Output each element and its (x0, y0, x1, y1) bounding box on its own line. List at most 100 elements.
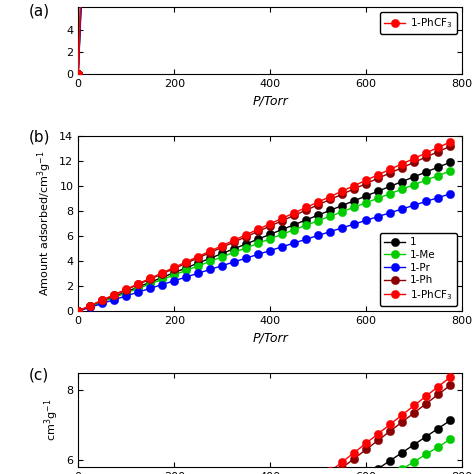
Line: 1-Ph: 1-Ph (74, 142, 454, 315)
1-PhCF$_3$ (87, 303, 93, 309)
1-Ph (435, 149, 441, 155)
1-Me (423, 177, 429, 183)
1 (423, 169, 429, 175)
1 (339, 203, 345, 209)
1 (171, 270, 177, 275)
1-Ph (411, 159, 417, 165)
1 (195, 260, 201, 266)
1-Ph (315, 202, 321, 208)
1-Pr (267, 248, 273, 254)
1-Ph (328, 197, 333, 202)
1-Ph (159, 271, 165, 277)
1 (159, 274, 165, 280)
1-Ph (171, 266, 177, 272)
1-Me (100, 299, 105, 305)
1-Pr (231, 259, 237, 264)
1-Pr (399, 206, 405, 212)
1-PhCF$_3$ (328, 194, 333, 200)
1 (136, 284, 141, 290)
1 (87, 303, 93, 309)
1-Me (87, 304, 93, 310)
1-Ph (111, 292, 117, 298)
1-Me (219, 254, 225, 260)
1-Pr (123, 293, 129, 299)
1 (315, 212, 321, 218)
1 (411, 174, 417, 180)
1-Ph (231, 239, 237, 245)
1-PhCF$_3$ (123, 286, 129, 292)
1-Ph (447, 144, 453, 149)
1-Me (243, 245, 249, 251)
1-Pr (75, 308, 81, 314)
1-Ph (363, 181, 369, 186)
Line: 1-Me: 1-Me (74, 167, 454, 315)
1-Me (195, 263, 201, 269)
1-Pr (435, 195, 441, 201)
1-PhCF$_3$ (183, 259, 189, 265)
1-Ph (207, 250, 213, 255)
1-Pr (292, 240, 297, 246)
1-PhCF$_3$ (207, 248, 213, 254)
1-PhCF$_3$ (303, 205, 309, 210)
1-Pr (279, 244, 285, 250)
1-Pr (111, 297, 117, 302)
1-Pr (219, 263, 225, 268)
1-Me (292, 227, 297, 233)
1-Pr (87, 304, 93, 310)
1-Pr (411, 202, 417, 208)
1-PhCF$_3$ (100, 297, 105, 303)
1-PhCF$_3$ (411, 155, 417, 161)
1 (363, 193, 369, 199)
1 (447, 160, 453, 165)
1 (123, 289, 129, 295)
1-Me (207, 258, 213, 264)
1-Ph (279, 218, 285, 224)
1 (279, 227, 285, 232)
1 (255, 236, 261, 242)
1 (328, 208, 333, 213)
1-PhCF$_3$ (399, 161, 405, 167)
1-Me (387, 191, 393, 197)
1-PhCF$_3$ (231, 237, 237, 243)
1-Ph (100, 298, 105, 303)
1-Pr (243, 255, 249, 261)
1-Me (399, 186, 405, 192)
1-Me (147, 281, 153, 287)
1-Ph (147, 276, 153, 282)
1 (351, 198, 357, 203)
1-Ph (292, 212, 297, 218)
1-PhCF$_3$ (147, 275, 153, 281)
1-Pr (195, 270, 201, 276)
X-axis label: P/Torr: P/Torr (252, 331, 288, 345)
1-PhCF$_3$ (111, 292, 117, 298)
1-Ph (87, 303, 93, 309)
1 (231, 246, 237, 252)
1-Pr (387, 210, 393, 216)
1-Me (363, 200, 369, 206)
1-Ph (351, 186, 357, 191)
1 (387, 183, 393, 189)
Text: (c): (c) (28, 368, 48, 383)
1-Me (411, 182, 417, 187)
1-Ph (243, 234, 249, 239)
1-PhCF$_3$ (363, 177, 369, 183)
1-Me (159, 276, 165, 282)
1-Pr (183, 274, 189, 280)
1-Pr (423, 199, 429, 204)
1-Ph (255, 228, 261, 234)
Text: (a): (a) (28, 4, 49, 19)
1 (435, 164, 441, 170)
1-Ph (136, 282, 141, 287)
1-Pr (328, 229, 333, 235)
1-Me (447, 168, 453, 174)
1-Ph (75, 308, 81, 314)
1-PhCF$_3$ (375, 172, 381, 178)
1 (75, 308, 81, 314)
1-Ph (123, 287, 129, 292)
Line: 1-Pr: 1-Pr (74, 190, 454, 315)
1-Ph (267, 223, 273, 229)
1-Me (255, 240, 261, 246)
1 (147, 279, 153, 285)
1-PhCF$_3$ (279, 216, 285, 221)
Y-axis label: Amount adsorbed/cm$^3$g$^{-1}$: Amount adsorbed/cm$^3$g$^{-1}$ (35, 151, 54, 296)
